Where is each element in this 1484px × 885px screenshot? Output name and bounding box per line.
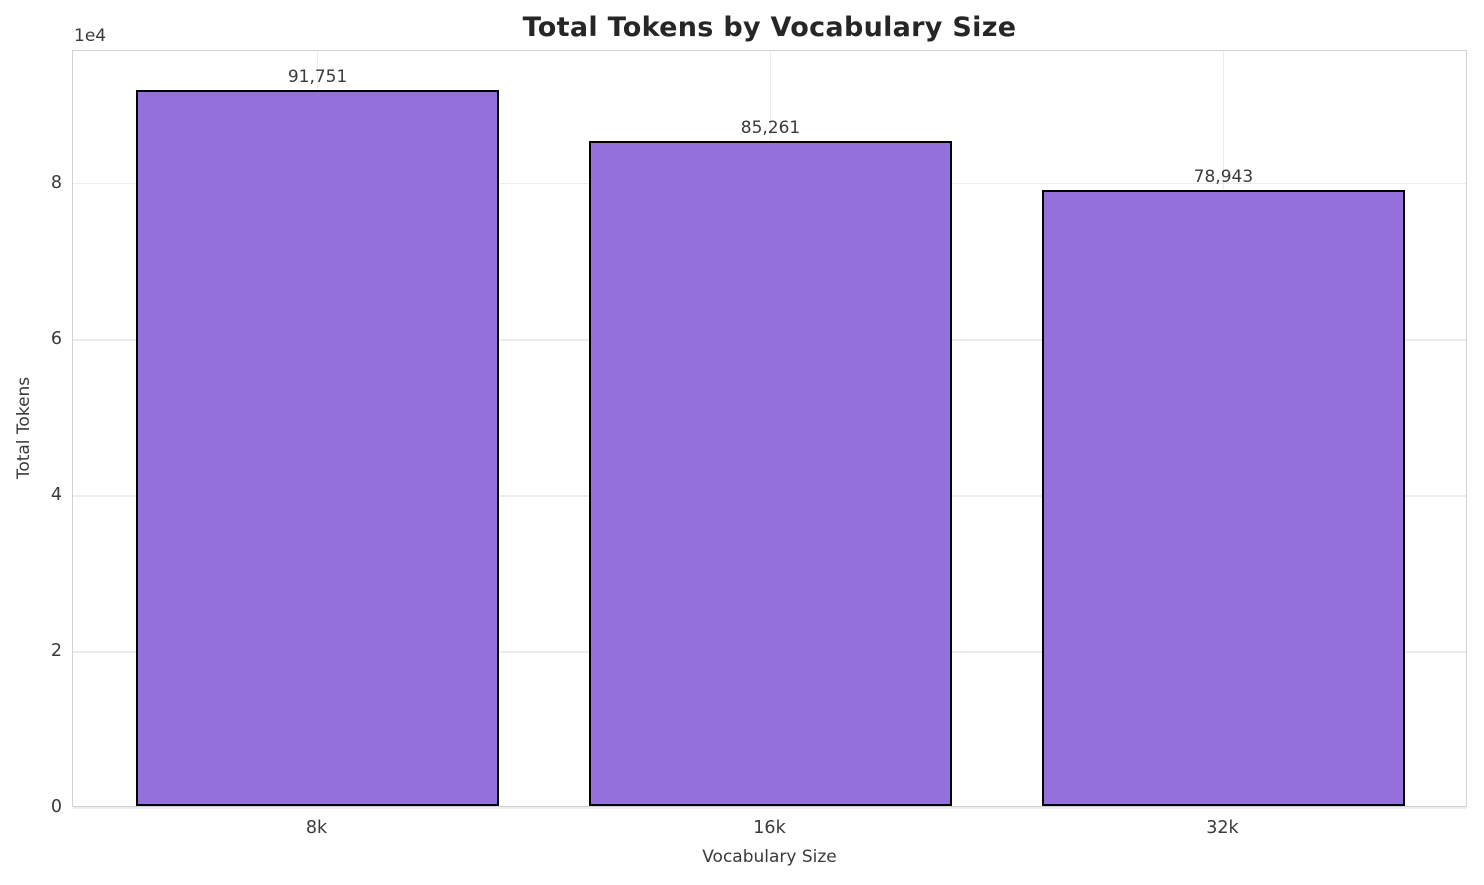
y-tick-label: 4 — [50, 484, 62, 505]
bar-16k — [589, 140, 952, 806]
y-tick-label: 8 — [50, 172, 62, 193]
gridline-horizontal — [73, 807, 1466, 809]
y-axis-label: Total Tokens — [14, 376, 34, 480]
bar-8k — [136, 89, 499, 806]
bar-value-label: 91,751 — [287, 66, 348, 87]
bar-value-label: 85,261 — [740, 117, 801, 138]
y-tick-label: 6 — [50, 328, 62, 349]
x-tick-label-8k: 8k — [305, 818, 328, 838]
y-tick-label: 0 — [50, 797, 62, 817]
plot-area: 91,751 85,261 78,943 — [72, 50, 1467, 809]
y-tick-label: 2 — [50, 640, 62, 661]
x-tick-label-16k: 16k — [753, 818, 786, 838]
x-tick-label-32k: 32k — [1206, 818, 1239, 838]
x-axis-label: Vocabulary Size — [702, 847, 837, 867]
y-axis-offset-label: 1e4 — [74, 26, 107, 46]
chart-title: Total Tokens by Vocabulary Size — [522, 12, 1017, 43]
bar-32k — [1042, 189, 1405, 806]
bar-value-label: 78,943 — [1193, 166, 1254, 187]
